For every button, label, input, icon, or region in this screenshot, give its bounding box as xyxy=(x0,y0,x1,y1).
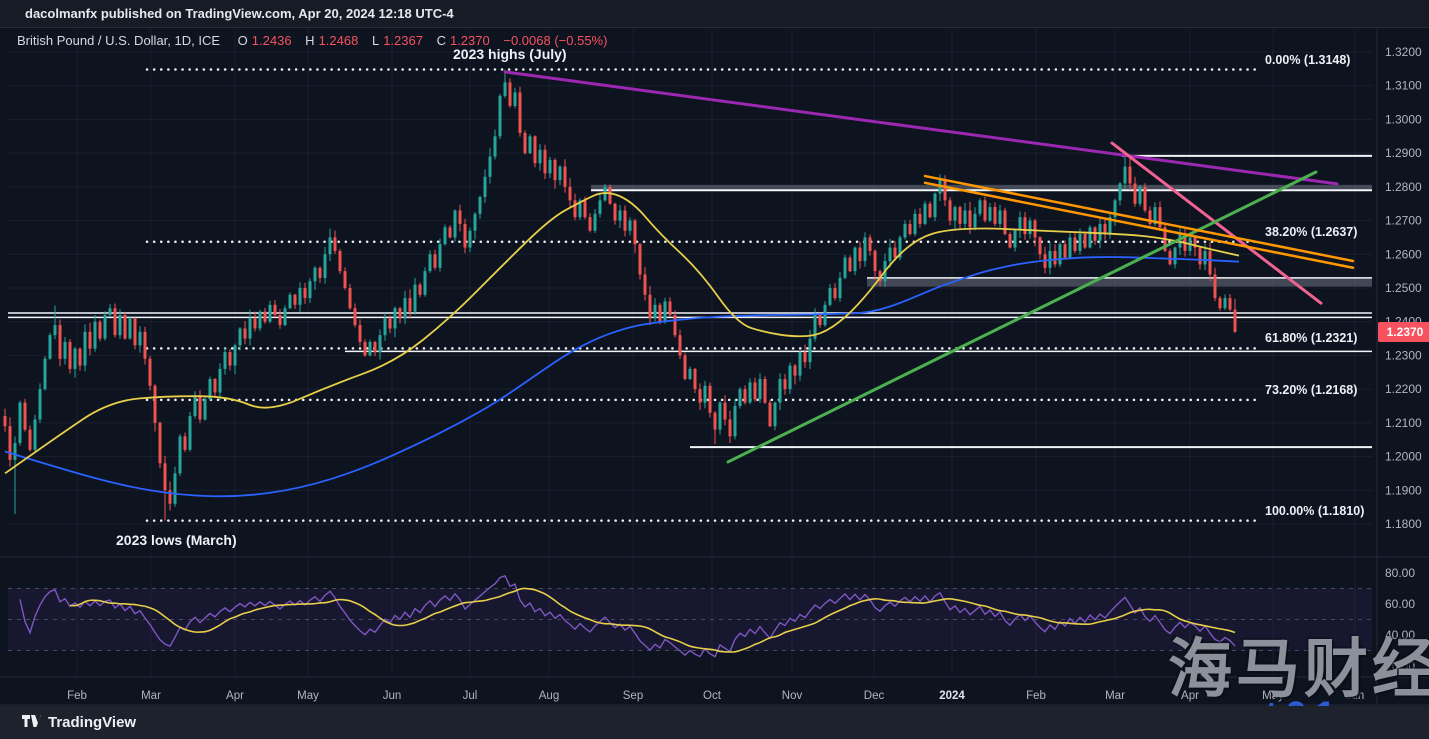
svg-text:60.00: 60.00 xyxy=(1385,597,1415,611)
svg-text:Jun: Jun xyxy=(1346,690,1365,702)
symbol-name[interactable]: British Pound / U.S. Dollar, 1D, ICE xyxy=(17,33,221,48)
svg-text:1.3000: 1.3000 xyxy=(1385,112,1422,126)
candles-layer xyxy=(3,69,1237,521)
fib-label: 61.80% (1.2321) xyxy=(1265,331,1358,346)
annotation-2023-lows: 2023 lows (March) xyxy=(116,532,237,548)
fib-label: 100.00% (1.1810) xyxy=(1265,503,1365,518)
moving-averages xyxy=(4,192,1240,498)
svg-text:1.1800: 1.1800 xyxy=(1385,517,1422,531)
trendline-orange-channel-lower xyxy=(923,181,1355,270)
trendline-orange-channel-upper xyxy=(923,174,1355,263)
tradingview-logo-text: TradingView xyxy=(48,714,137,731)
svg-text:1.2000: 1.2000 xyxy=(1385,450,1422,464)
svg-text:Jul: Jul xyxy=(463,690,478,702)
publisher-text: dacolmanfx published on TradingView.com,… xyxy=(25,6,454,21)
svg-text:May: May xyxy=(1262,690,1284,702)
fib-retracement-lines xyxy=(145,68,1260,522)
close-label: C xyxy=(436,33,446,48)
svg-text:May: May xyxy=(297,690,319,702)
svg-text:20.00: 20.00 xyxy=(1385,659,1415,673)
publisher-bar: dacolmanfx published on TradingView.com,… xyxy=(0,0,1429,28)
last-price-badge: 1.2370 xyxy=(1378,322,1429,342)
annotation-2023-highs: 2023 highs (July) xyxy=(453,46,567,62)
svg-text:1.2700: 1.2700 xyxy=(1385,214,1422,228)
axes xyxy=(0,29,1429,706)
footer-bar: TradingView xyxy=(0,706,1429,739)
open-value: 1.2436 xyxy=(251,33,292,48)
low-label: L xyxy=(371,33,380,48)
svg-text:1.2300: 1.2300 xyxy=(1385,348,1422,362)
fib-label: 0.00% (1.3148) xyxy=(1265,52,1351,67)
fib-label: 38.20% (1.2637) xyxy=(1265,224,1358,239)
svg-text:1.3200: 1.3200 xyxy=(1385,45,1422,59)
svg-text:Sep: Sep xyxy=(623,690,643,702)
change-value: −0.0068 (−0.55%) xyxy=(503,33,608,48)
rsi-pane xyxy=(8,574,1372,658)
svg-text:1.3100: 1.3100 xyxy=(1385,79,1422,93)
price-axis[interactable]: 1.3200 1.3100 1.3000 1.2900 1.2800 1.2700 1.26… xyxy=(1385,45,1422,673)
svg-text:1.2500: 1.2500 xyxy=(1385,281,1422,295)
trendline-downtrend-from-2023-high xyxy=(503,70,1339,186)
svg-text:Dec: Dec xyxy=(864,690,885,702)
svg-text:Apr: Apr xyxy=(1181,690,1199,702)
watermark-cjk: 海马财经 xyxy=(1168,633,1429,705)
low-value: 1.2367 xyxy=(383,33,423,48)
close-value: 1.2370 xyxy=(449,33,490,48)
svg-text:Apr: Apr xyxy=(226,690,244,702)
svg-text:2024: 2024 xyxy=(939,690,965,702)
high-label: H xyxy=(305,33,315,48)
svg-text:1.1900: 1.1900 xyxy=(1385,483,1422,497)
support-resistance-lines xyxy=(8,154,1372,449)
svg-text:1.2600: 1.2600 xyxy=(1385,247,1422,261)
svg-text:Mar: Mar xyxy=(1105,690,1125,702)
svg-text:40.00: 40.00 xyxy=(1385,628,1415,642)
symbol-legend[interactable]: British Pound / U.S. Dollar, 1D, ICE O 1.… xyxy=(17,33,611,49)
fib-label: 73.20% (1.2168) xyxy=(1265,382,1358,397)
svg-text:1.2200: 1.2200 xyxy=(1385,382,1422,396)
svg-text:Feb: Feb xyxy=(1026,690,1046,702)
svg-text:Oct: Oct xyxy=(703,690,722,702)
trendline-steep-decline xyxy=(1110,141,1323,305)
gridlines xyxy=(8,29,1372,677)
svg-text:Feb: Feb xyxy=(67,690,87,702)
tradingview-logo[interactable]: TradingView xyxy=(22,714,136,731)
svg-text:1.2800: 1.2800 xyxy=(1385,180,1422,194)
svg-text:1.2100: 1.2100 xyxy=(1385,416,1422,430)
svg-text:Nov: Nov xyxy=(782,690,803,702)
high-value: 1.2468 xyxy=(318,33,359,48)
trendline-uptrend-from-oct-low xyxy=(726,170,1318,464)
svg-text:1.2900: 1.2900 xyxy=(1385,146,1422,160)
tradingview-logo-icon xyxy=(22,715,41,727)
time-axis[interactable]: Feb Mar Apr May Jun Jul Aug Sep Oct Nov Dec 2024 Feb… xyxy=(67,690,1364,702)
open-label: O xyxy=(237,33,248,48)
svg-text:80.00: 80.00 xyxy=(1385,566,1415,580)
svg-text:Aug: Aug xyxy=(539,690,559,702)
svg-text:Mar: Mar xyxy=(141,690,161,702)
trendlines xyxy=(503,70,1355,464)
svg-text:Jun: Jun xyxy=(383,690,402,702)
